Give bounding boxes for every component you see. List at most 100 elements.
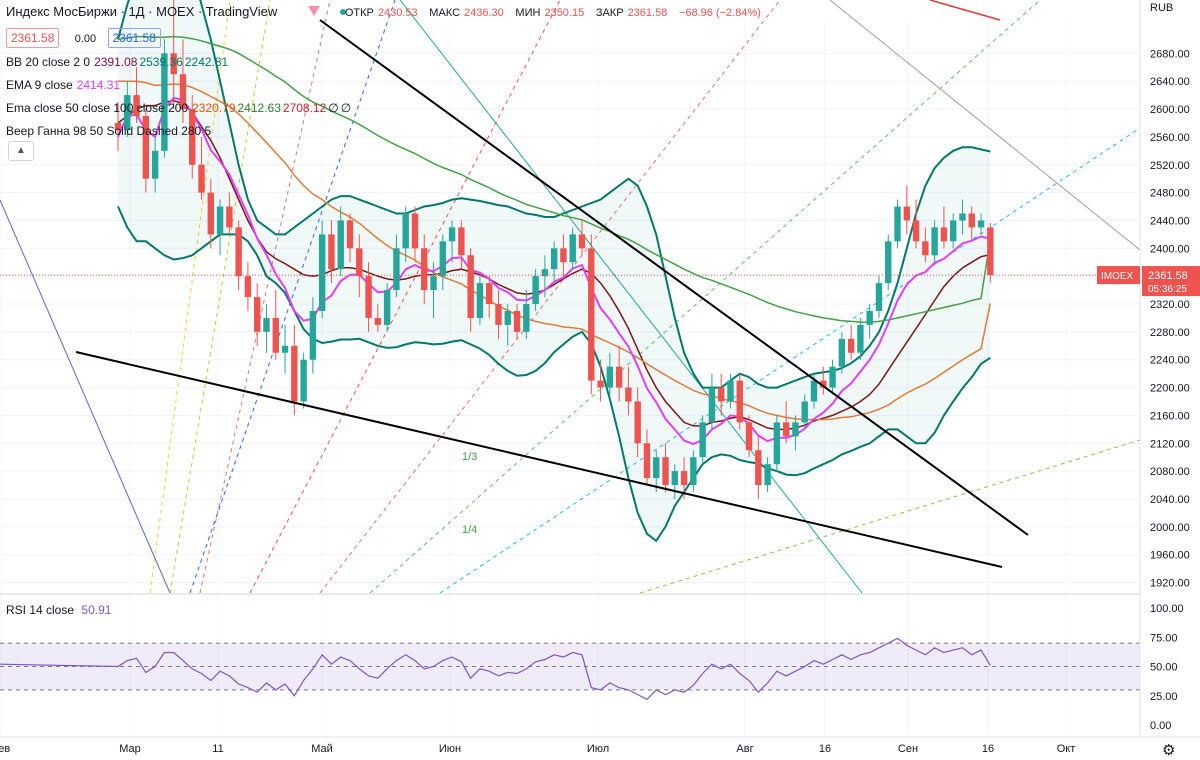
candle[interactable] <box>226 192 233 235</box>
candle[interactable] <box>504 304 511 346</box>
candle[interactable] <box>476 276 484 325</box>
candle[interactable] <box>411 206 419 263</box>
indicator-row[interactable]: BB 20 close 2 0 2391.08 2539.36 2242.81 <box>6 54 230 70</box>
candle[interactable] <box>309 297 317 374</box>
candle[interactable] <box>393 234 400 298</box>
candle[interactable] <box>662 443 669 493</box>
candle[interactable] <box>671 464 678 499</box>
candle[interactable] <box>486 276 493 318</box>
candle[interactable] <box>829 359 836 395</box>
candle[interactable] <box>634 387 641 458</box>
candle[interactable] <box>198 136 205 200</box>
candle[interactable] <box>820 366 827 395</box>
candle[interactable] <box>356 234 363 298</box>
candle[interactable] <box>495 290 502 339</box>
candle[interactable] <box>560 234 567 277</box>
candle[interactable] <box>792 415 799 451</box>
candle[interactable] <box>189 95 196 179</box>
candle[interactable] <box>374 304 382 332</box>
candle[interactable] <box>254 283 261 346</box>
candle[interactable] <box>346 213 354 263</box>
trendlines[interactable] <box>75 19 1029 568</box>
candle[interactable] <box>578 220 586 256</box>
candle[interactable] <box>782 401 790 444</box>
candle[interactable] <box>736 373 743 430</box>
candle[interactable] <box>699 415 706 465</box>
candle[interactable] <box>894 199 901 249</box>
candle[interactable] <box>291 324 298 416</box>
candle[interactable] <box>300 352 307 409</box>
candle[interactable] <box>207 178 214 249</box>
candle[interactable] <box>513 304 521 339</box>
candle[interactable] <box>857 317 864 360</box>
candle[interactable] <box>458 220 465 270</box>
candle[interactable] <box>755 436 762 499</box>
candle[interactable] <box>328 220 335 284</box>
buy-price-box[interactable]: 2361.58 <box>107 28 161 48</box>
candle[interactable] <box>912 199 920 249</box>
candle[interactable] <box>170 0 177 110</box>
candle[interactable] <box>653 450 660 493</box>
flag-icon[interactable] <box>308 6 320 16</box>
candle[interactable] <box>690 450 697 493</box>
candle[interactable] <box>365 262 372 332</box>
candle[interactable] <box>114 102 122 151</box>
trendline-lower[interactable] <box>75 351 1003 568</box>
chart-title[interactable]: Индекс МосБиржи · 1Д · MOEX · TradingVie… <box>6 4 278 19</box>
candle[interactable] <box>467 248 474 332</box>
candle[interactable] <box>922 227 929 263</box>
candle[interactable] <box>597 359 604 402</box>
candle[interactable] <box>263 304 270 353</box>
indicator-row[interactable]: EMA 9 close 2414.31 <box>6 77 122 93</box>
candle[interactable] <box>235 220 242 291</box>
candle[interactable] <box>866 304 873 339</box>
candle[interactable] <box>569 227 576 270</box>
collapse-legend-button[interactable]: ▲ <box>8 141 34 161</box>
candle[interactable] <box>337 206 344 277</box>
candle[interactable] <box>161 39 168 158</box>
candle[interactable] <box>606 352 614 395</box>
candle[interactable] <box>987 223 994 284</box>
candle[interactable] <box>615 345 623 402</box>
candle[interactable] <box>950 213 957 249</box>
candle[interactable] <box>383 283 391 332</box>
candle[interactable] <box>885 234 892 291</box>
candle[interactable] <box>124 81 131 137</box>
candle[interactable] <box>764 457 771 493</box>
candle[interactable] <box>745 415 753 458</box>
candle[interactable] <box>272 290 279 360</box>
candle[interactable] <box>959 199 966 235</box>
candle[interactable] <box>151 136 159 193</box>
candle[interactable] <box>550 241 558 284</box>
candle[interactable] <box>448 220 456 263</box>
candle[interactable] <box>838 331 846 374</box>
candle[interactable] <box>875 276 883 318</box>
gear-icon[interactable]: ⚙ <box>1162 742 1175 759</box>
candle[interactable] <box>727 373 734 409</box>
candle[interactable] <box>133 67 140 123</box>
candle[interactable] <box>625 366 632 416</box>
candle[interactable] <box>718 373 725 416</box>
currency-label[interactable]: RUB <box>1150 2 1173 14</box>
sell-price-box[interactable]: 2361.58 <box>6 28 60 48</box>
indicator-row[interactable]: Ema close 50 close 100 close 200 2320.79 2… <box>6 100 353 116</box>
candle[interactable] <box>318 220 326 318</box>
candle[interactable] <box>179 39 187 123</box>
candle[interactable] <box>801 394 808 430</box>
trendline-upper[interactable] <box>319 19 1029 536</box>
candle[interactable] <box>421 234 428 305</box>
candle[interactable] <box>708 373 716 430</box>
candle[interactable] <box>281 324 289 374</box>
indicator-row[interactable]: Веер Ганна 98 50 Solid Dashed 280 5 <box>6 123 215 139</box>
candle[interactable] <box>216 199 224 256</box>
candle[interactable] <box>847 324 855 360</box>
candle[interactable] <box>402 206 409 263</box>
candle[interactable] <box>523 290 530 339</box>
candle[interactable] <box>968 206 975 242</box>
candles[interactable] <box>114 0 994 499</box>
rsi-label[interactable]: RSI 14 close <box>6 603 75 617</box>
candle[interactable] <box>588 234 595 395</box>
candle[interactable] <box>541 255 549 298</box>
candle[interactable] <box>532 269 539 311</box>
